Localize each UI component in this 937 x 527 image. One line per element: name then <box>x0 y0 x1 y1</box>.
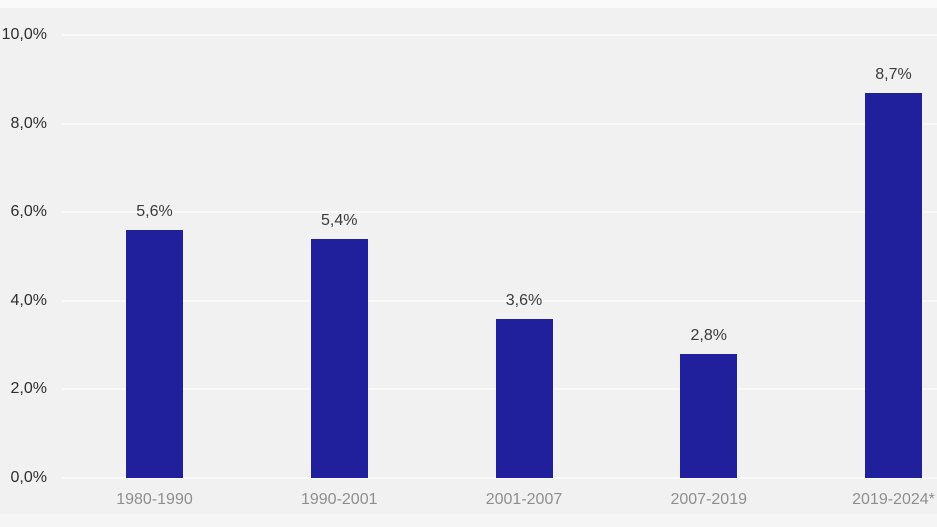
y-axis-tick-label: 6,0% <box>10 203 47 221</box>
bar-value-label: 8,7% <box>875 65 912 83</box>
bar <box>680 353 738 478</box>
bar-value-label: 5,6% <box>136 202 173 220</box>
y-axis-tick-label: 4,0% <box>10 291 47 309</box>
y-axis-tick-label: 2,0% <box>10 380 47 398</box>
bar <box>126 229 183 478</box>
bar <box>310 238 368 478</box>
x-axis-category-label: 2001-2007 <box>485 491 563 508</box>
y-axis-tick-label: 10,0% <box>1 26 47 43</box>
x-axis-category-label: 1980-1990 <box>116 491 193 508</box>
y-axis-tick-label: 8,0% <box>10 114 47 132</box>
gridline <box>62 477 937 479</box>
gridline <box>62 34 937 36</box>
x-axis-category-label: 2019-2024* <box>852 491 935 508</box>
gridline <box>62 122 937 125</box>
y-axis-tick-label: 0,0% <box>10 469 47 486</box>
bar-value-label: 5,4% <box>321 211 358 229</box>
bar <box>865 92 922 478</box>
x-axis-category-label: 2007-2019 <box>670 491 747 508</box>
x-axis-category-label: 1990-2001 <box>300 491 378 508</box>
bar <box>495 318 553 478</box>
gridline <box>62 299 937 302</box>
bar-value-label: 2,8% <box>690 326 727 344</box>
gridline <box>62 211 937 214</box>
top-strip <box>0 0 937 8</box>
bar-value-label: 3,6% <box>505 291 543 309</box>
bottom-strip <box>0 514 937 527</box>
